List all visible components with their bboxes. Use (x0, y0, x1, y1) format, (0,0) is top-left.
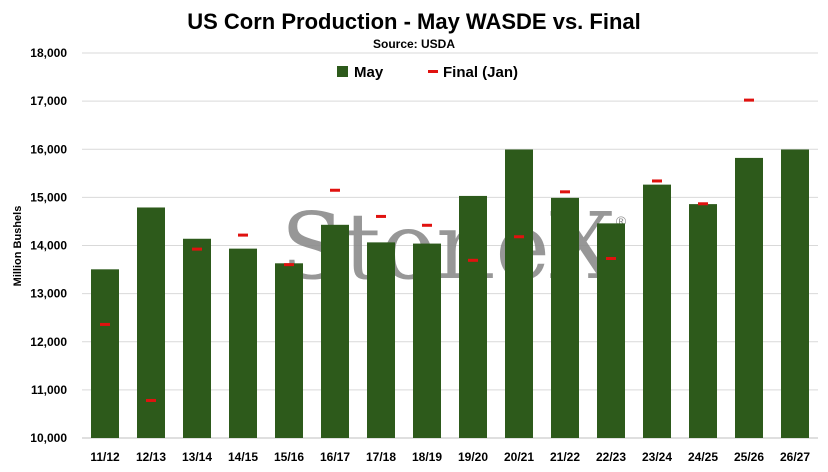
y-tick-label: 17,000 (30, 94, 67, 108)
marker-series (100, 98, 754, 402)
bar-may-19-20 (459, 195, 487, 438)
y-tick-label: 18,000 (30, 46, 67, 60)
bar-may-17-18 (367, 242, 395, 438)
x-axis-ticks: 11/12 12/13 13/14 14/15 15/16 16/17 17/18 18/19… (90, 450, 810, 464)
y-tick-label: 16,000 (30, 142, 67, 156)
bar-may-14-15 (229, 248, 257, 438)
bar-may-12-13 (137, 207, 165, 438)
marker-final-17-18 (376, 214, 386, 218)
bar-may-23-24 (643, 184, 671, 438)
marker-final-21-22 (560, 190, 570, 194)
x-tick-label: 26/27 (780, 450, 810, 464)
bar-may-24-25 (689, 204, 717, 438)
marker-final-12-13 (146, 398, 156, 402)
y-tick-label: 12,000 (30, 335, 67, 349)
chart-subtitle: Source: USDA (373, 37, 455, 51)
bar-may-25-26 (735, 157, 763, 438)
watermark-registered-mark: ® (616, 213, 627, 229)
x-tick-label: 21/22 (550, 450, 580, 464)
y-tick-label: 13,000 (30, 287, 67, 301)
legend: May Final (Jan) (337, 64, 518, 81)
marker-final-22-23 (606, 256, 616, 260)
x-tick-label: 20/21 (504, 450, 534, 464)
y-tick-label: 10,000 (30, 431, 67, 445)
bar-may-21-22 (551, 197, 579, 438)
marker-final-18-19 (422, 223, 432, 227)
x-tick-label: 16/17 (320, 450, 350, 464)
legend-swatch-final (428, 70, 438, 73)
legend-swatch-may (337, 66, 348, 77)
marker-final-16-17 (330, 188, 340, 192)
marker-final-25-26 (744, 98, 754, 102)
y-axis-label: Million Bushels (12, 206, 24, 287)
bar-may-20-21 (505, 149, 533, 438)
x-tick-label: 14/15 (228, 450, 258, 464)
x-tick-label: 12/13 (136, 450, 166, 464)
marker-final-11-12 (100, 322, 110, 326)
y-tick-label: 11,000 (31, 383, 67, 397)
x-tick-label: 13/14 (182, 450, 212, 464)
legend-label-may: May (354, 64, 384, 81)
bar-may-11-12 (91, 269, 119, 438)
bar-may-15-16 (275, 263, 303, 438)
chart-title: US Corn Production - May WASDE vs. Final (187, 9, 641, 34)
x-tick-label: 23/24 (642, 450, 672, 464)
bar-may-16-17 (321, 224, 349, 438)
bar-may-13-14 (183, 238, 211, 438)
marker-final-14-15 (238, 233, 248, 237)
x-tick-label: 18/19 (412, 450, 442, 464)
x-tick-label: 17/18 (366, 450, 396, 464)
y-tick-label: 15,000 (30, 190, 67, 204)
y-axis-ticks: 10,000 11,000 12,000 13,000 14,000 15,000 16,0… (30, 46, 67, 445)
x-tick-label: 11/12 (90, 450, 120, 464)
marker-final-20-21 (514, 235, 524, 239)
x-tick-label: 15/16 (274, 450, 304, 464)
x-tick-label: 25/26 (734, 450, 764, 464)
x-tick-label: 24/25 (688, 450, 718, 464)
legend-label-final: Final (Jan) (443, 64, 518, 81)
x-tick-label: 19/20 (458, 450, 488, 464)
marker-final-15-16 (284, 263, 294, 267)
y-tick-label: 14,000 (30, 239, 67, 253)
bar-may-18-19 (413, 243, 441, 438)
marker-final-19-20 (468, 258, 478, 262)
marker-final-13-14 (192, 247, 202, 251)
bar-series (91, 149, 809, 438)
marker-final-24-25 (698, 202, 708, 206)
bar-may-22-23 (597, 223, 625, 438)
marker-final-23-24 (652, 179, 662, 183)
x-tick-label: 22/23 (596, 450, 626, 464)
bar-may-26-27 (781, 149, 809, 438)
